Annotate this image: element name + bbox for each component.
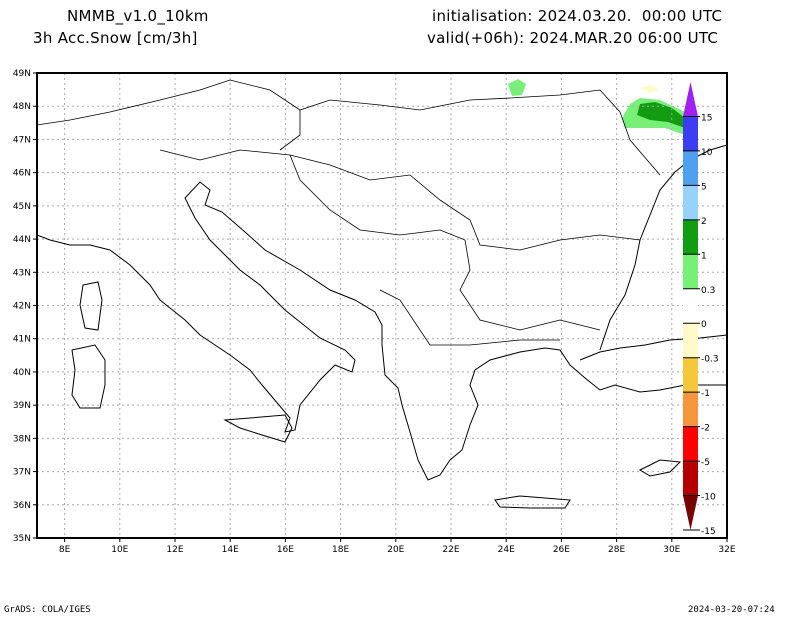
snow-field [508,79,685,135]
lat-label: 39N [13,401,31,411]
colorbar-segment [683,185,698,221]
colorbar-label: -5 [701,458,710,468]
lon-label: 18E [332,545,349,555]
colorbar-segment [683,357,698,393]
model-title: NMMB_v1.0_10km [67,7,209,25]
lat-label: 37N [13,468,31,478]
variable-title: 3h Acc.Snow [cm/3h] [33,29,198,47]
lat-label: 47N [13,135,31,145]
lat-label: 46N [13,169,31,179]
colorbar-label: 0 [701,320,707,330]
colorbar: 15 10 5 2 1 0.3 0 -0.3 -1 -2 -5 -10 -15 [683,82,719,537]
lon-label: 14E [222,545,239,555]
lat-label: 45N [13,202,31,212]
lat-label: 35N [13,534,31,544]
colorbar-segment [683,219,698,255]
colorbar-arrow-bottom [683,495,698,530]
colorbar-label: 10 [701,148,713,158]
lon-label: 28E [608,545,625,555]
lat-label: 40N [13,368,31,378]
lat-label: 49N [13,69,31,79]
lon-label: 12E [166,545,183,555]
colorbar-segment [683,116,698,152]
colorbar-segment [683,254,698,290]
colorbar-label: -10 [701,493,716,503]
lat-label: 38N [13,434,31,444]
valid-time: valid(+06h): 2024.MAR.20 06:00 UTC [427,29,719,47]
init-time: initialisation: 2024.03.20. 00:00 UTC [432,7,723,25]
lon-label: 32E [718,545,735,555]
lat-label: 44N [13,235,31,245]
colorbar-label: -1 [701,389,710,399]
colorbar-segment [683,150,698,186]
lon-label: 16E [277,545,294,555]
lon-label: 20E [387,545,404,555]
colorbar-label: 15 [701,113,712,123]
colorbar-segment [683,461,698,497]
colorbar-label: 1 [701,251,707,261]
lat-label: 43N [13,268,31,278]
lon-label: 30E [663,545,680,555]
grid-lines [37,73,727,538]
axis-labels: 35N 36N 37N 38N 39N 40N 41N 42N 43N 44N 45N 46N 47N 4… [13,69,736,555]
lon-label: 22E [442,545,459,555]
footer-credit: GrADS: COLA/IGES [4,605,91,615]
colorbar-label: -0.3 [701,355,719,365]
lat-label: 42N [13,302,31,312]
lon-label: 10E [111,545,128,555]
colorbar-arrow-top [683,82,698,117]
colorbar-segment [683,288,698,324]
colorbar-label: -2 [701,424,710,434]
colorbar-label: 0.3 [701,286,715,296]
colorbar-label: 2 [701,217,707,227]
colorbar-segment [683,426,698,462]
coastlines [36,144,728,509]
lat-label: 48N [13,102,31,112]
colorbar-label: 5 [701,182,707,192]
borders [36,79,661,346]
lon-label: 24E [498,545,515,555]
colorbar-label: -15 [701,527,716,537]
lon-label: 8E [59,545,71,555]
lat-label: 41N [13,335,31,345]
lat-label: 36N [13,501,31,511]
colorbar-segment [683,392,698,428]
colorbar-segment [683,323,698,359]
footer-timestamp: 2024-03-20-07:24 [688,605,775,615]
lon-label: 26E [553,545,570,555]
